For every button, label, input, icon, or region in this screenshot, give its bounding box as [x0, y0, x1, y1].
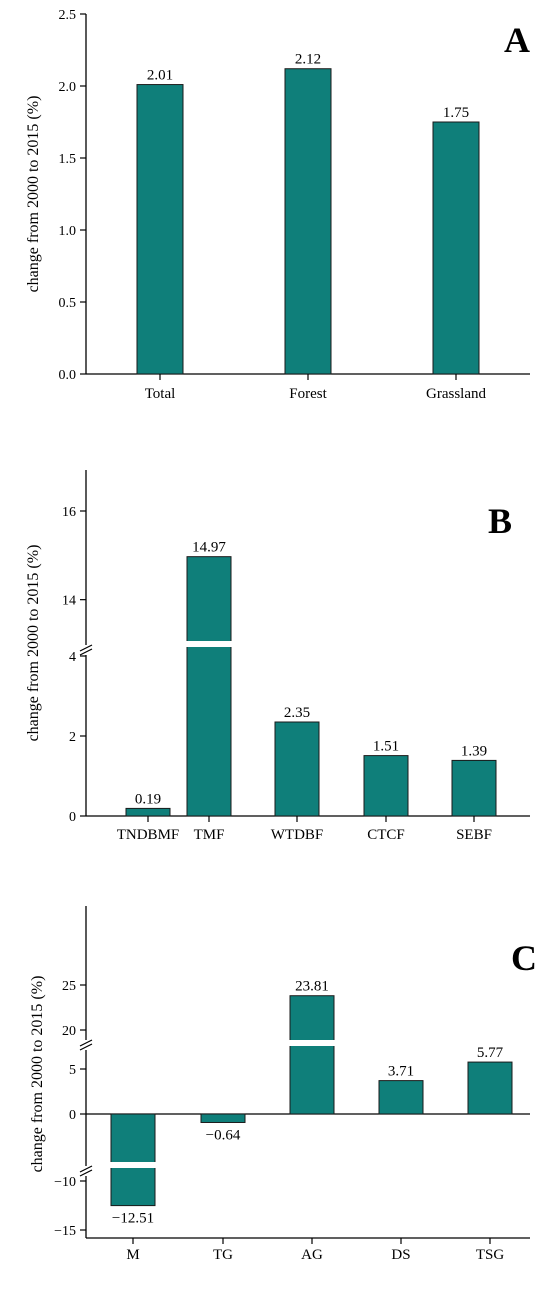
- axis-break-gap-b-0: [79, 645, 93, 655]
- y-tick-label-b: 14: [62, 594, 76, 609]
- bar-ctcf: [363, 755, 409, 817]
- x-tick-label-c: M: [126, 1247, 139, 1263]
- y-tick-label-b: 16: [62, 505, 76, 520]
- data-label-a: 1.75: [443, 105, 469, 121]
- bar-break-stripe: [289, 1040, 335, 1046]
- bar-tmf: [186, 556, 232, 817]
- data-label-a: 2.12: [295, 52, 321, 68]
- y-axis-label-a: change from 2000 to 2015 (%): [25, 96, 42, 293]
- data-label-c: 23.81: [295, 979, 329, 995]
- data-label-c: 5.77: [477, 1045, 504, 1061]
- panel-label-c: C: [511, 938, 537, 978]
- y-tick-label-a: 0.5: [59, 296, 77, 311]
- y-tick-label-c: 20: [62, 1024, 76, 1039]
- x-tick-label-a: Total: [145, 386, 176, 402]
- y-tick-label-a: 1.0: [59, 224, 77, 239]
- bar-ds: [378, 1080, 424, 1115]
- x-tick-label-c: TSG: [476, 1247, 505, 1263]
- y-tick-label-c: 0: [69, 1108, 76, 1123]
- data-label-c: −0.64: [206, 1127, 241, 1143]
- bar-wtdbf: [274, 721, 320, 817]
- axis-break-mark-c-0: [79, 1039, 93, 1047]
- x-tick-label-b: TNDBMF: [117, 827, 180, 843]
- bar-sebf: [451, 759, 497, 817]
- x-tick-label-b: CTCF: [367, 827, 405, 843]
- axis-break-mark-c-1: [79, 1169, 93, 1177]
- bar-total: [136, 84, 184, 375]
- y-tick-label-b: 0: [69, 810, 76, 825]
- axis-break-mark-b-0: [79, 644, 93, 652]
- x-tick-label-b: WTDBF: [271, 827, 324, 843]
- axis-break-mark-c-0: [79, 1043, 93, 1051]
- y-tick-label-a: 2.5: [59, 8, 77, 23]
- x-tick-label-c: AG: [301, 1247, 323, 1263]
- panel-label-a: A: [504, 20, 530, 60]
- axis-break-gap-c-1: [79, 1166, 93, 1176]
- bar-m: [110, 1113, 156, 1207]
- axis-break-gap-c-0: [79, 1040, 93, 1050]
- x-tick-label-c: TG: [213, 1247, 233, 1263]
- bar-forest: [284, 68, 332, 375]
- y-tick-label-c: −10: [54, 1175, 76, 1190]
- x-tick-label-b: SEBF: [456, 827, 492, 843]
- bar-tndbmf: [125, 807, 171, 817]
- data-label-a: 2.01: [147, 68, 173, 84]
- panel-label-b: B: [488, 501, 512, 541]
- y-tick-label-b: 2: [69, 730, 76, 745]
- x-tick-label-b: TMF: [194, 827, 225, 843]
- data-label-b: 0.19: [135, 791, 161, 807]
- y-axis-label-b: change from 2000 to 2015 (%): [25, 545, 42, 742]
- x-tick-label-a: Grassland: [426, 386, 486, 402]
- bar-break-stripe: [110, 1162, 156, 1168]
- bar-tg: [200, 1113, 246, 1123]
- axis-break-mark-c-1: [79, 1165, 93, 1173]
- y-tick-label-b: 4: [69, 650, 76, 665]
- y-tick-label-c: −15: [54, 1224, 76, 1239]
- bar-ag: [289, 995, 335, 1115]
- y-tick-label-c: 25: [62, 979, 76, 994]
- bar-grassland: [432, 121, 480, 375]
- x-tick-label-a: Forest: [289, 386, 327, 402]
- y-tick-label-c: 5: [69, 1063, 76, 1078]
- data-label-b: 2.35: [284, 705, 310, 721]
- x-tick-label-c: DS: [391, 1247, 410, 1263]
- bar-tsg: [467, 1061, 513, 1115]
- axis-break-mark-b-0: [79, 648, 93, 656]
- y-axis-label-c: change from 2000 to 2015 (%): [29, 976, 46, 1173]
- y-tick-label-a: 2.0: [59, 80, 77, 95]
- data-label-b: 14.97: [192, 540, 226, 556]
- data-label-c: −12.51: [112, 1211, 154, 1227]
- data-label-b: 1.51: [373, 739, 399, 755]
- y-tick-label-a: 0.0: [59, 368, 77, 383]
- data-label-b: 1.39: [461, 743, 487, 759]
- data-label-c: 3.71: [388, 1064, 414, 1080]
- bar-break-stripe: [186, 641, 232, 647]
- y-tick-label-a: 1.5: [59, 152, 77, 167]
